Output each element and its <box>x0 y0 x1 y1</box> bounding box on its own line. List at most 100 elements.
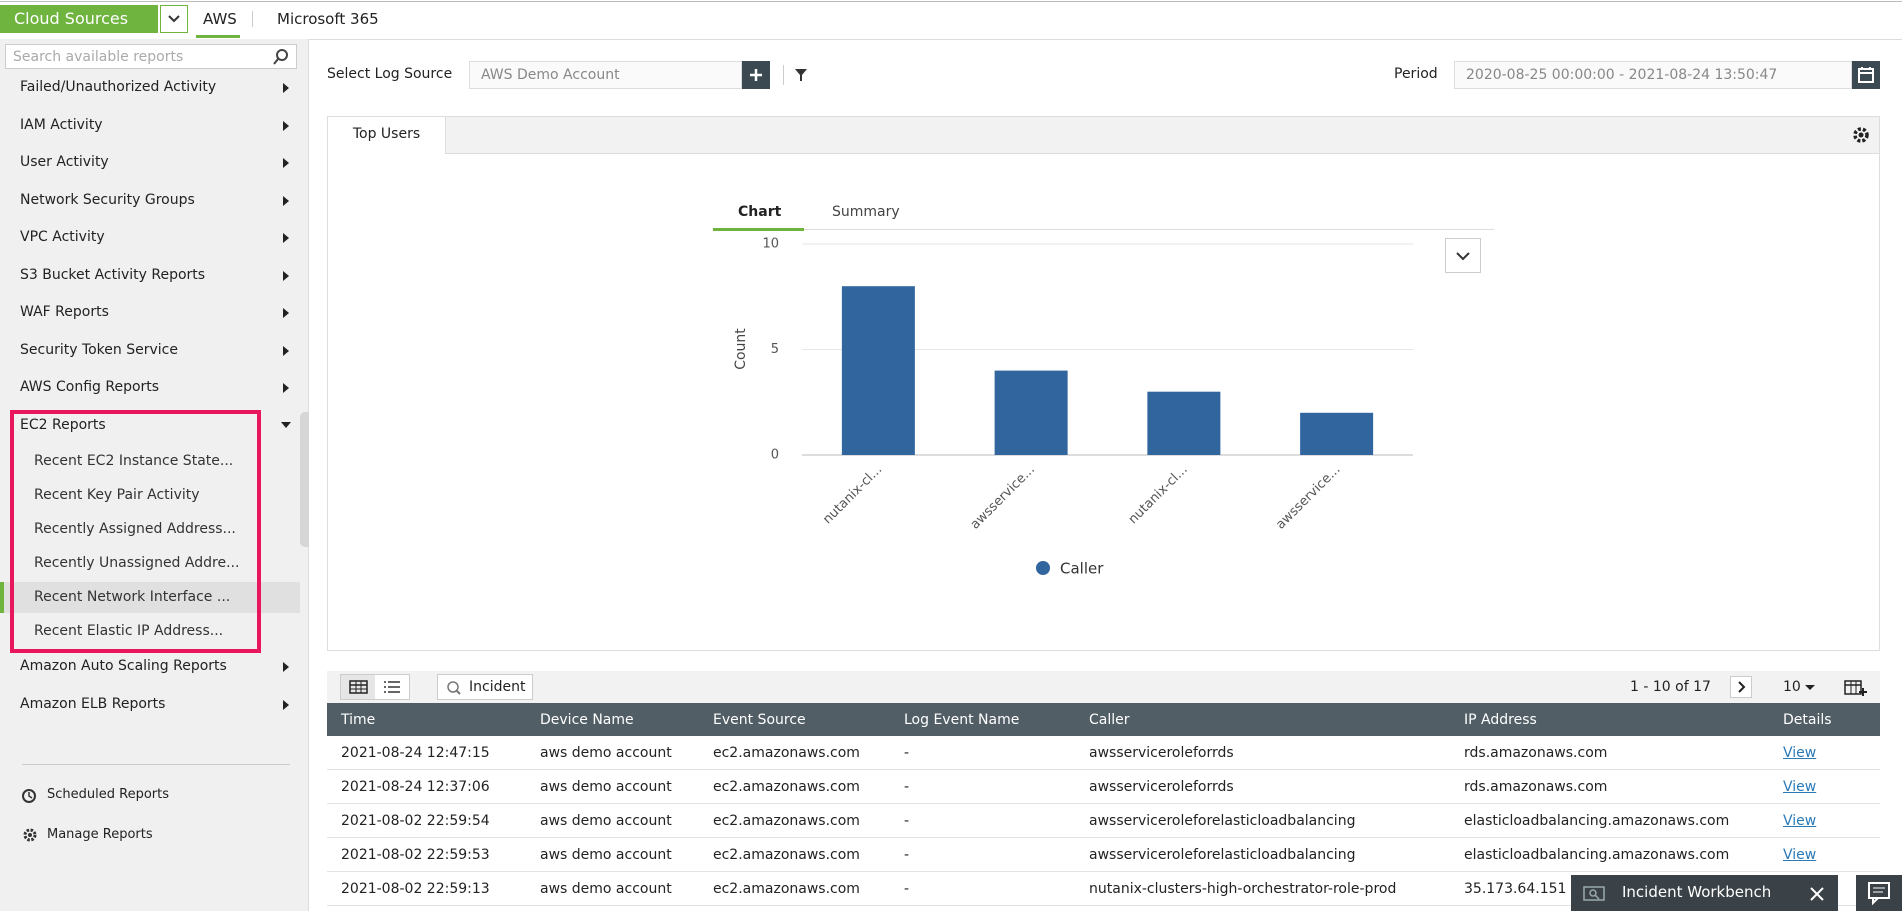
table-cell: ec2.amazonaws.com <box>713 881 860 897</box>
sidebar-item[interactable]: IAM Activity <box>20 116 103 133</box>
next-page-button[interactable] <box>1730 676 1752 698</box>
chat-button[interactable] <box>1856 875 1902 911</box>
view-toggle[interactable] <box>340 674 410 700</box>
sidebar-subitem[interactable]: Recently Unassigned Addre... <box>34 555 240 571</box>
panel-header <box>328 117 1879 154</box>
table-cell: 2021-08-02 22:59:13 <box>341 881 490 897</box>
table-cell: elasticloadbalancing.amazonaws.com <box>1464 813 1730 829</box>
next-icon <box>1738 681 1746 693</box>
page-size-caret <box>1805 685 1815 690</box>
incident-button[interactable]: Incident <box>437 674 533 700</box>
add-source-button[interactable] <box>742 61 770 89</box>
table-cell: rds.amazonaws.com <box>1464 779 1608 795</box>
sidebar-item[interactable]: Security Token Service <box>20 341 178 358</box>
arrow-shape <box>283 120 289 131</box>
pagination: 1 - 10 of 17 <box>1630 679 1711 695</box>
table-cell: elasticloadbalancing.amazonaws.com <box>1464 847 1730 863</box>
expand-arrow <box>283 308 289 318</box>
table-cell: 2021-08-02 22:59:53 <box>341 847 490 863</box>
incident-icon <box>447 681 461 695</box>
log-source-input[interactable]: AWS Demo Account <box>469 61 742 89</box>
columns-icon[interactable] <box>1844 678 1868 698</box>
expand-arrow <box>283 270 289 281</box>
arrow-shape <box>283 195 289 206</box>
table-cell: awsserviceroleforrds <box>1089 745 1234 761</box>
legend-label: Caller <box>1060 560 1104 578</box>
sidebar-item[interactable]: Network Security Groups <box>20 191 195 208</box>
chart-menu-button[interactable] <box>1445 238 1481 273</box>
bar <box>994 370 1068 455</box>
workbench-title: Incident Workbench <box>1622 883 1772 901</box>
view-tab-chart[interactable]: Chart <box>738 204 782 220</box>
table-cell: aws demo account <box>540 847 672 863</box>
expand-arrow <box>283 233 289 243</box>
sidebar-subitem[interactable]: Recent Network Interface ... <box>34 589 231 605</box>
product-button[interactable]: Cloud Sources <box>0 5 158 33</box>
sidebar-item[interactable]: AWS Config Reports <box>20 379 160 395</box>
product-dropdown[interactable] <box>160 5 188 33</box>
top-bar <box>0 0 1902 40</box>
sidebar-item[interactable]: Failed/Unauthorized Activity <box>20 79 217 95</box>
table-cell: ec2.amazonaws.com <box>713 779 860 795</box>
view-icons <box>341 675 400 699</box>
sidebar-item[interactable]: User Activity <box>20 154 109 170</box>
period-label: Period <box>1394 66 1438 82</box>
sidebar-item[interactable]: S3 Bucket Activity Reports <box>20 266 206 283</box>
search-box[interactable]: Search available reports <box>5 44 297 69</box>
sidebar-resize-handle[interactable] <box>300 412 309 547</box>
sidebar-subitem[interactable]: Recently Assigned Address... <box>34 521 236 537</box>
y-tick-label: 0 <box>771 448 779 463</box>
sidebar-item[interactable]: Amazon Auto Scaling Reports <box>20 658 227 674</box>
sidebar-item[interactable]: Amazon ELB Reports <box>20 696 166 712</box>
sidebar-item[interactable]: VPC Activity <box>20 229 105 245</box>
log-source-label: Select Log Source <box>327 66 453 82</box>
close-icon[interactable] <box>1808 885 1826 903</box>
page-size[interactable]: 10 <box>1783 679 1801 695</box>
table-cell: 2021-08-24 12:37:06 <box>341 779 490 795</box>
sidebar-subitem[interactable]: Recent Key Pair Activity <box>34 487 200 503</box>
view-tab-summary[interactable]: Summary <box>832 204 900 220</box>
sidebar-subitem[interactable]: Recent Elastic IP Address... <box>34 623 224 639</box>
arrow-shape <box>283 158 289 168</box>
scheduled-reports[interactable]: Scheduled Reports <box>47 787 169 802</box>
period-input[interactable]: 2020-08-25 00:00:00 - 2021-08-24 13:50:4… <box>1454 61 1852 89</box>
log-source-value: AWS Demo Account <box>481 67 620 83</box>
settings-icon[interactable] <box>1851 125 1871 145</box>
table-cell: awsserviceroleforelasticloadbalancing <box>1089 813 1356 829</box>
view-link[interactable]: View <box>1783 745 1817 761</box>
filter-separator <box>783 65 784 85</box>
column-header: Details <box>1783 712 1832 728</box>
expanded-arrow <box>281 422 291 428</box>
view-link[interactable]: View <box>1783 847 1817 863</box>
tab-m365[interactable]: Microsoft 365 <box>277 10 379 28</box>
sidebar-item[interactable]: EC2 Reports <box>20 417 106 433</box>
chevron-icon <box>1456 252 1470 261</box>
expand-arrow <box>283 158 289 168</box>
table-cell: rds.amazonaws.com <box>1464 745 1608 761</box>
table-cell: - <box>904 847 910 863</box>
row-divider <box>327 803 1880 804</box>
table-toolbar <box>327 671 1880 703</box>
y-axis-label: Count <box>733 328 749 370</box>
filter-icon[interactable] <box>793 67 809 83</box>
calendar-button[interactable] <box>1852 61 1880 89</box>
table-cell: aws demo account <box>540 881 672 897</box>
panel-tab[interactable]: Top Users <box>328 117 446 154</box>
chat-icon <box>1868 882 1890 906</box>
view-link[interactable]: View <box>1783 779 1817 795</box>
x-tick-label: nutanix-cl... <box>820 462 885 527</box>
events-table: Time Device Name Event Source Log Event Nam… <box>327 703 1880 911</box>
tab-active-underline <box>196 35 240 38</box>
row-divider <box>327 871 1880 872</box>
tab-aws[interactable]: AWS <box>203 10 237 28</box>
expand-arrow <box>283 383 289 393</box>
column-header: Caller <box>1089 712 1130 728</box>
bar <box>1147 391 1221 455</box>
incident-workbench-popup[interactable]: Incident Workbench <box>1571 875 1838 911</box>
table-cell: ec2.amazonaws.com <box>713 745 860 761</box>
sidebar-item[interactable]: WAF Reports <box>20 304 109 320</box>
view-link[interactable]: View <box>1783 813 1817 829</box>
manage-reports[interactable]: Manage Reports <box>47 827 153 842</box>
sidebar-subitem[interactable]: Recent EC2 Instance State... <box>34 453 234 469</box>
